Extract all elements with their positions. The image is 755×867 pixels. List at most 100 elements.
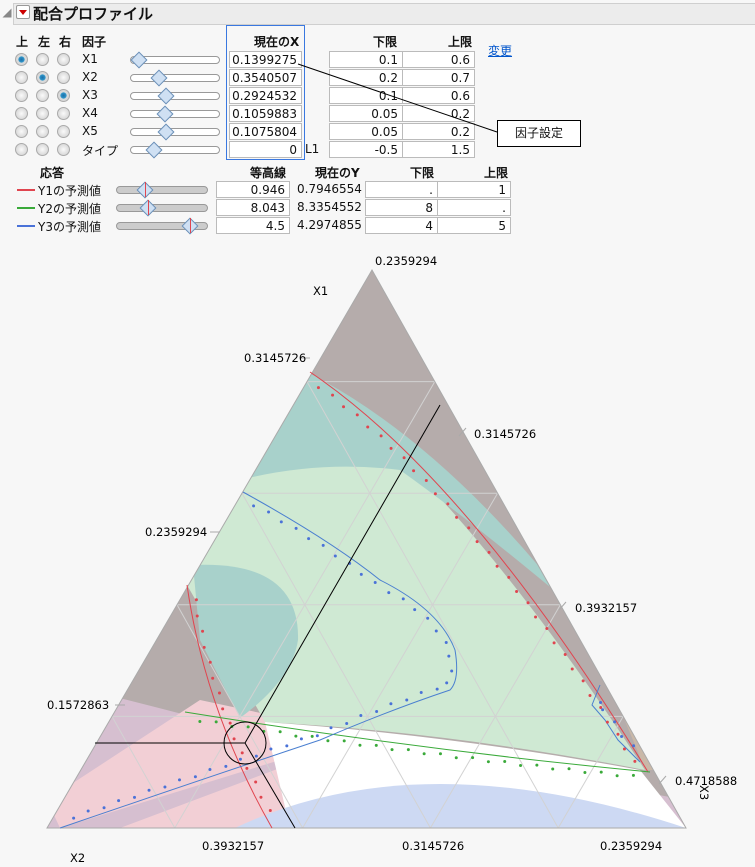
radio-top[interactable] [15, 143, 28, 156]
radio-left[interactable] [36, 89, 49, 102]
radio-top[interactable] [15, 107, 28, 120]
lower-limit-field[interactable]: 0.2 [329, 69, 403, 86]
current-x-field[interactable]: 0.3540507 [229, 69, 302, 86]
simulation-point [390, 748, 394, 752]
simulation-point [387, 591, 391, 595]
factor-slider[interactable] [130, 74, 220, 82]
response-lower-field[interactable]: 8 [365, 199, 438, 216]
simulation-point [487, 550, 491, 554]
factor-slider[interactable] [130, 92, 220, 100]
simulation-point [252, 504, 256, 508]
simulation-point [366, 425, 370, 429]
radio-right[interactable] [57, 143, 70, 156]
response-slider[interactable] [116, 186, 208, 194]
response-name: Y2の予測値 [38, 202, 101, 216]
upper-limit-field[interactable]: 0.2 [402, 123, 475, 140]
response-slider[interactable] [116, 204, 208, 212]
simulation-point [633, 759, 637, 763]
radio-top[interactable] [15, 53, 28, 66]
radio-right[interactable] [57, 89, 70, 102]
current-y-value: 0.7946554 [297, 182, 362, 196]
change-link[interactable]: 変更 [488, 44, 513, 58]
factor-name: X3 [82, 88, 98, 102]
current-x-field[interactable]: 0.1399275 [229, 51, 302, 68]
current-x-field[interactable]: 0.2924532 [229, 87, 302, 104]
simulation-point [389, 446, 393, 450]
factor-slider[interactable] [130, 146, 220, 154]
response-upper-field[interactable]: 5 [437, 217, 511, 234]
response-lower-field[interactable]: 4 [365, 217, 438, 234]
axis-label-x2: X2 [70, 851, 85, 865]
simulation-point [486, 760, 490, 764]
factor-settings-callout: 因子設定 [497, 120, 581, 147]
simulation-point [419, 691, 423, 695]
radio-top[interactable] [15, 125, 28, 138]
radio-left[interactable] [36, 125, 49, 138]
simulation-point [613, 720, 617, 724]
col-left: 左 [38, 35, 51, 49]
simulation-point [438, 752, 442, 756]
radio-top[interactable] [15, 71, 28, 84]
simulation-point [374, 743, 378, 747]
simulation-point [195, 614, 199, 618]
radio-left[interactable] [36, 53, 49, 66]
radio-right[interactable] [57, 107, 70, 120]
factor-name: X2 [82, 70, 98, 84]
collapse-triangle-icon[interactable] [2, 8, 12, 18]
simulation-point [583, 771, 587, 775]
red-triangle-menu-icon[interactable] [16, 5, 30, 19]
current-y-value: 8.3354552 [297, 200, 362, 214]
upper-limit-field[interactable]: 0.6 [402, 51, 475, 68]
radio-left[interactable] [36, 143, 49, 156]
simulation-point [552, 641, 556, 645]
simulation-point [620, 734, 624, 738]
grid-line [557, 716, 624, 829]
simulation-point [163, 785, 167, 789]
region-green-feasible [187, 372, 645, 770]
upper-limit-field[interactable]: 0.7 [402, 69, 475, 86]
radio-right[interactable] [57, 71, 70, 84]
response-slider[interactable] [116, 222, 208, 230]
simulation-point [316, 386, 320, 390]
lower-limit-field[interactable]: 0.05 [329, 123, 403, 140]
region-teal-upper [240, 372, 568, 602]
radio-left[interactable] [36, 107, 49, 120]
simulation-point [433, 492, 437, 496]
contour-field[interactable]: 8.043 [216, 199, 290, 216]
crosshair-x3[interactable] [244, 742, 296, 829]
lower-limit-field[interactable]: 0.05 [329, 105, 403, 122]
radio-top[interactable] [15, 89, 28, 102]
simulation-point [221, 707, 225, 711]
simulation-point [267, 510, 271, 514]
simulation-point [599, 705, 603, 709]
current-x-field[interactable]: 0.1075804 [229, 123, 302, 140]
upper-limit-field[interactable]: 1.5 [402, 141, 475, 158]
response-upper-field[interactable]: . [437, 199, 511, 216]
current-x-field[interactable]: 0 [229, 141, 302, 158]
simulation-point [307, 537, 311, 541]
factor-slider[interactable] [130, 110, 220, 118]
current-x-field[interactable]: 0.1059883 [229, 105, 302, 122]
simulation-point [208, 768, 212, 772]
simulation-point [475, 540, 479, 544]
response-lower-field[interactable]: . [365, 181, 438, 198]
simulation-point [535, 763, 539, 767]
factor-slider[interactable] [130, 128, 220, 136]
radio-left[interactable] [36, 71, 49, 84]
simulation-point [259, 795, 263, 799]
current-point-circle[interactable] [223, 721, 267, 765]
contour-field[interactable]: 4.5 [216, 217, 290, 234]
upper-limit-field[interactable]: 0.6 [402, 87, 475, 104]
radio-right[interactable] [57, 125, 70, 138]
ternary-plot[interactable]: 0.2359294 X1 0.3145726 0.2359294 0.15728… [0, 240, 755, 867]
col-response: 応答 [40, 166, 65, 180]
lower-limit-field[interactable]: 0.1 [329, 51, 403, 68]
simulation-point [434, 629, 438, 633]
simulation-point [599, 770, 603, 774]
radio-right[interactable] [57, 53, 70, 66]
col-lower: 下限 [373, 35, 398, 49]
factor-slider[interactable] [130, 56, 220, 64]
response-upper-field[interactable]: 1 [437, 181, 511, 198]
contour-field[interactable]: 0.946 [216, 181, 290, 198]
crosshair-x1[interactable] [244, 404, 441, 744]
